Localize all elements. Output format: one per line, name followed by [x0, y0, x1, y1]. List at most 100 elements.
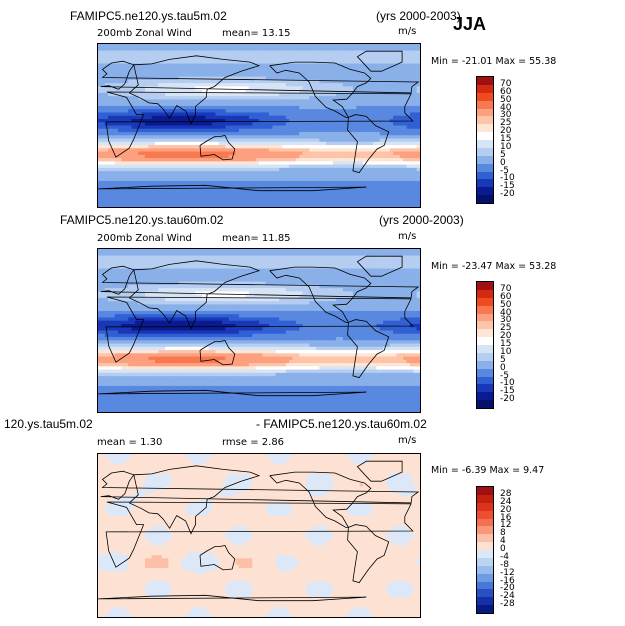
map-cell — [171, 197, 176, 202]
map-cell — [326, 73, 331, 78]
map-cell — [349, 177, 354, 182]
map-cell — [295, 128, 300, 133]
map-cell — [118, 70, 123, 74]
map-cell — [101, 125, 106, 130]
map-cell — [272, 151, 277, 156]
map-cell — [104, 73, 109, 78]
map-cell — [171, 164, 176, 169]
map-cell — [389, 50, 394, 55]
map-cell — [212, 151, 216, 156]
map-cell — [238, 145, 243, 149]
map-cell — [121, 187, 126, 192]
map-cell — [299, 151, 304, 156]
map-cell — [165, 167, 170, 172]
map-cell — [269, 115, 274, 120]
coastline — [199, 135, 236, 161]
map-cell — [114, 148, 119, 153]
map-cell — [416, 184, 420, 189]
map-cell — [235, 132, 240, 136]
map-cell — [222, 99, 227, 104]
map-cell — [124, 44, 129, 48]
map-cell — [316, 145, 320, 149]
map-cell — [178, 164, 183, 169]
map-cell — [373, 63, 377, 68]
map-cell — [285, 167, 290, 172]
map-cell — [155, 190, 159, 195]
map-cell — [356, 145, 361, 149]
map-cell — [269, 190, 274, 195]
map-cell — [389, 125, 394, 130]
map-cell — [285, 92, 290, 97]
map-cell — [342, 99, 347, 104]
map-cell — [155, 141, 159, 146]
map-cell — [168, 135, 173, 140]
map-cell — [339, 57, 344, 61]
map-cell — [399, 200, 404, 205]
map-cell — [262, 79, 267, 84]
map-cell — [171, 128, 176, 133]
map-cell — [138, 148, 143, 153]
map-cell — [269, 89, 274, 94]
map-cell — [292, 66, 297, 71]
map-cell — [144, 50, 149, 55]
map-cell — [208, 50, 213, 55]
map-cell — [272, 203, 277, 207]
map-cell — [299, 177, 304, 182]
map-cell — [175, 145, 180, 149]
colorbar-tick-label: 60 — [500, 86, 512, 97]
map-cell — [255, 86, 260, 91]
map-cell — [131, 158, 136, 162]
map-cell — [161, 109, 166, 114]
map-cell — [406, 105, 411, 110]
map-cell — [218, 53, 223, 58]
map-cell — [282, 50, 287, 55]
map-cell — [299, 44, 304, 48]
map-cell — [279, 83, 284, 87]
map-cell — [215, 252, 220, 257]
map-cell — [386, 89, 391, 94]
map-cell — [161, 171, 166, 175]
map-cell — [383, 115, 388, 120]
map-cell — [201, 164, 206, 169]
map-cell — [413, 154, 418, 159]
map-cell — [326, 154, 331, 159]
map-cell — [376, 187, 381, 192]
map-cell — [262, 174, 267, 179]
map-cell — [134, 122, 139, 127]
map-cell — [232, 115, 237, 120]
map-cell — [289, 184, 294, 189]
map-cell — [342, 125, 347, 130]
map-cell — [369, 99, 374, 104]
map-cell — [138, 154, 143, 159]
map-cell — [329, 138, 334, 143]
map-cell — [259, 148, 263, 153]
map-cell — [305, 154, 310, 159]
map-cell — [272, 73, 277, 78]
map-cell — [339, 171, 344, 175]
map-cell — [289, 167, 294, 172]
map-cell — [252, 92, 257, 97]
map-cell — [349, 63, 354, 68]
map-cell — [198, 184, 203, 189]
map-cell — [144, 252, 149, 257]
colorbar-swatch — [477, 179, 493, 188]
map-cell — [255, 203, 260, 207]
map-cell — [396, 50, 401, 55]
map-cell — [369, 66, 374, 71]
map-cell — [148, 79, 153, 84]
map-cell — [148, 50, 153, 55]
map-cell — [339, 86, 344, 91]
map-cell — [238, 135, 243, 140]
map-cell — [265, 79, 270, 84]
map-cell — [98, 105, 102, 110]
map-cell — [242, 60, 247, 65]
map-cell — [148, 89, 153, 94]
map-cell — [121, 138, 126, 143]
map-cell — [171, 135, 176, 140]
map-cell — [406, 200, 411, 205]
map-cell — [299, 76, 304, 81]
map-cell — [161, 83, 166, 87]
map-cell — [198, 249, 203, 253]
map-cell — [205, 141, 210, 146]
map-cell — [316, 164, 320, 169]
